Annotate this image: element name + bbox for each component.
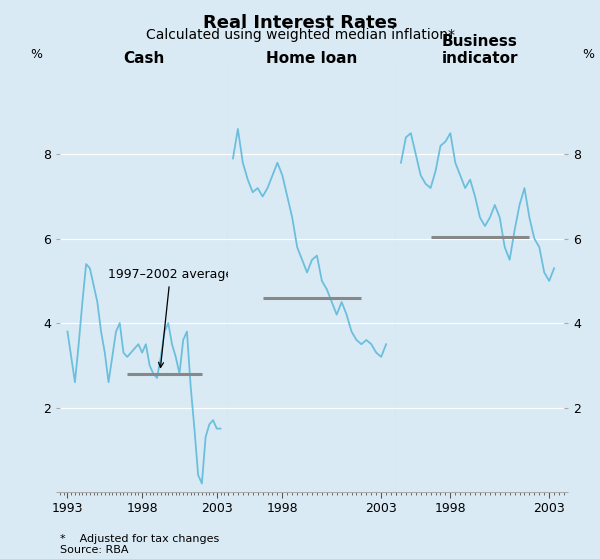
Text: Calculated using weighted median inflation*: Calculated using weighted median inflati… <box>146 28 455 42</box>
Text: Source: RBA: Source: RBA <box>60 545 128 555</box>
Title: Home loan: Home loan <box>266 51 358 66</box>
Title: Cash: Cash <box>124 51 164 66</box>
Text: Real Interest Rates: Real Interest Rates <box>203 14 397 32</box>
Text: %: % <box>30 49 42 61</box>
Text: %: % <box>582 49 594 61</box>
Title: Business
indicator: Business indicator <box>442 34 518 66</box>
Text: 1997–2002 average: 1997–2002 average <box>108 268 233 367</box>
Text: *    Adjusted for tax changes: * Adjusted for tax changes <box>60 534 219 544</box>
